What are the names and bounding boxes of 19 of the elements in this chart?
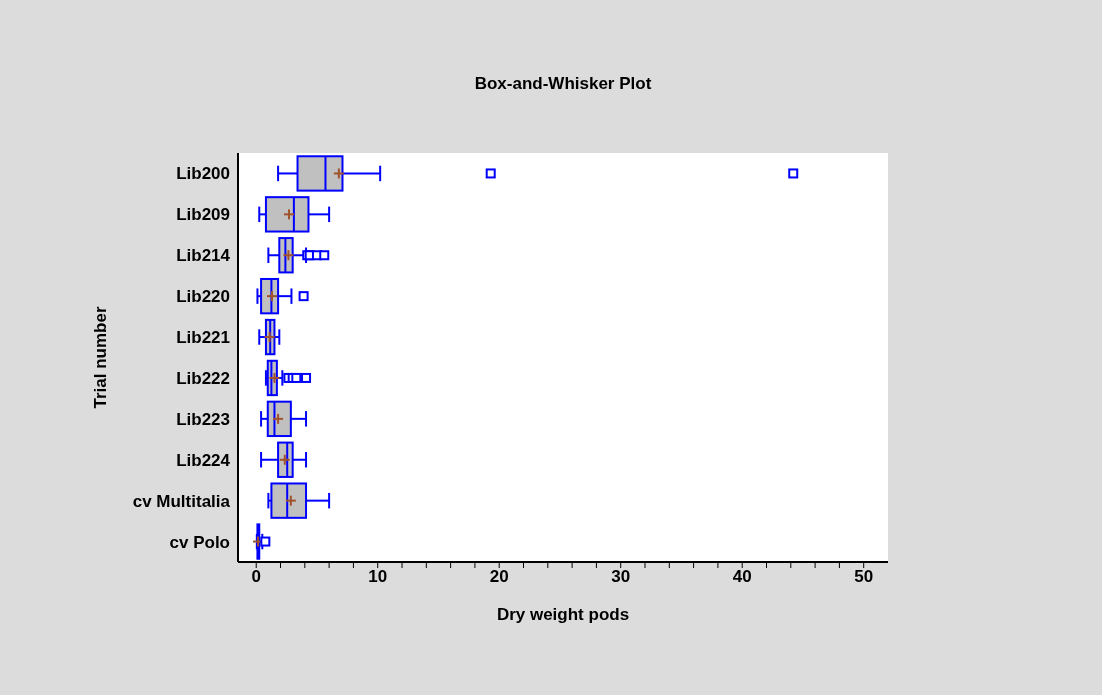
x-tick-label: 50 [854, 567, 874, 587]
x-tick-label: 10 [368, 567, 388, 587]
y-tick-label: Lib223 [176, 409, 230, 429]
x-tick-label: 0 [251, 567, 261, 587]
y-axis-title: Trial number [91, 306, 111, 409]
y-tick-label: Lib220 [176, 287, 230, 307]
y-tick-label: cv Polo [169, 532, 230, 552]
y-tick-label: cv Multitalia [132, 491, 231, 511]
y-tick-label: Lib209 [176, 205, 230, 225]
y-tick-label: Lib214 [176, 246, 231, 266]
y-tick-label: Lib200 [176, 164, 230, 184]
x-tick-label: 40 [732, 567, 752, 587]
x-axis-title: Dry weight pods [496, 605, 630, 624]
chart-title: Box-and-Whisker Plot [473, 74, 653, 94]
y-tick-label: Lib222 [176, 368, 230, 388]
y-tick-label: Lib224 [176, 450, 231, 470]
y-tick-label: Lib221 [176, 328, 230, 348]
x-tick-label: 20 [489, 567, 509, 587]
x-tick-label: 30 [611, 567, 631, 587]
